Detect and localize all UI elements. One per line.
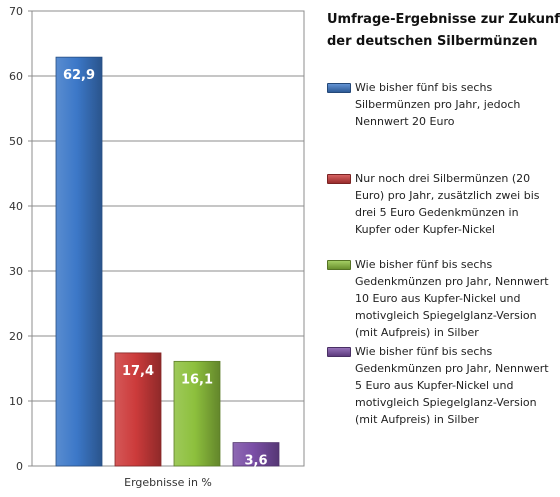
legend-label: Wie bisher fünf bis sechs Silbermünzen pr… <box>355 79 520 130</box>
legend-swatch <box>327 260 351 270</box>
bar <box>173 360 221 467</box>
legend-label-line: 5 Euro aus Kupfer-Nickel und <box>355 379 514 392</box>
bars: 62,9 17,4 16,1 3,6 <box>55 56 280 469</box>
legend-label-line: Silbermünzen pro Jahr, jedoch <box>355 98 521 111</box>
legend-label-line: motivgleich Spiegelglanz-Version <box>355 309 537 322</box>
legend-label-line: Nennwert 20 Euro <box>355 115 455 128</box>
bar-value-label: 3,6 <box>244 454 267 469</box>
legend-label-line: Wie bisher fünf bis sechs <box>355 258 493 271</box>
legend-swatch <box>327 83 351 93</box>
legend-label-line: Wie bisher fünf bis sechs <box>355 345 493 358</box>
legend-label-line: Euro) pro Jahr, zusätzlich zwei bis <box>355 189 540 202</box>
chart-title-line-1: Umfrage-Ergebnisse zur Zukunft <box>327 12 560 27</box>
legend-label: Wie bisher fünf bis sechs Gedenkmünzen pr… <box>355 256 549 341</box>
y-tick-label: 30 <box>9 265 23 278</box>
legend-swatch <box>327 347 351 357</box>
bar <box>55 56 103 467</box>
y-tick-label: 20 <box>9 330 23 343</box>
legend-label-line: Wie bisher fünf bis sechs <box>355 81 493 94</box>
x-axis-label: Ergebnisse in % <box>124 476 212 489</box>
bar <box>114 352 162 467</box>
bar <box>232 442 280 467</box>
legend-label-line: Nur noch drei Silbermünzen (20 <box>355 172 531 185</box>
legend-label-line: drei 5 Euro Gedenkmünzen in <box>355 206 519 219</box>
y-tick-label: 0 <box>16 460 23 473</box>
legend-label-line: (mit Aufpreis) in Silber <box>355 413 479 426</box>
legend-label: Nur noch drei Silbermünzen (20 Euro) pro … <box>355 170 539 238</box>
legend-label-line: 10 Euro aus Kupfer-Nickel und <box>355 292 521 305</box>
y-axis-ticks: 0 10 20 30 40 50 60 70 <box>9 5 32 473</box>
chart-title: Umfrage-Ergebnisse zur Zukunft der deuts… <box>327 9 560 53</box>
chart-title-line-2: der deutschen Silbermünzen <box>327 34 538 49</box>
y-tick-label: 10 <box>9 395 23 408</box>
y-tick-label: 60 <box>9 70 23 83</box>
y-tick-label: 50 <box>9 135 23 148</box>
legend-label-line: Kupfer oder Kupfer-Nickel <box>355 223 495 236</box>
legend-label-line: Gedenkmünzen pro Jahr, Nennwert <box>355 275 549 288</box>
legend-label-line: (mit Aufpreis) in Silber <box>355 326 479 339</box>
bar-value-label: 62,9 <box>63 68 95 83</box>
y-tick-label: 40 <box>9 200 23 213</box>
legend-label-line: Gedenkmünzen pro Jahr, Nennwert <box>355 362 549 375</box>
plot-area-frame <box>31 10 305 467</box>
legend-swatch <box>327 174 351 184</box>
legend-label-line: motivgleich Spiegelglanz-Version <box>355 396 537 409</box>
y-tick-label: 70 <box>9 5 23 18</box>
bar-value-label: 16,1 <box>181 372 213 387</box>
bar-value-label: 17,4 <box>122 364 154 379</box>
legend-label: Wie bisher fünf bis sechs Gedenkmünzen pr… <box>355 343 549 428</box>
